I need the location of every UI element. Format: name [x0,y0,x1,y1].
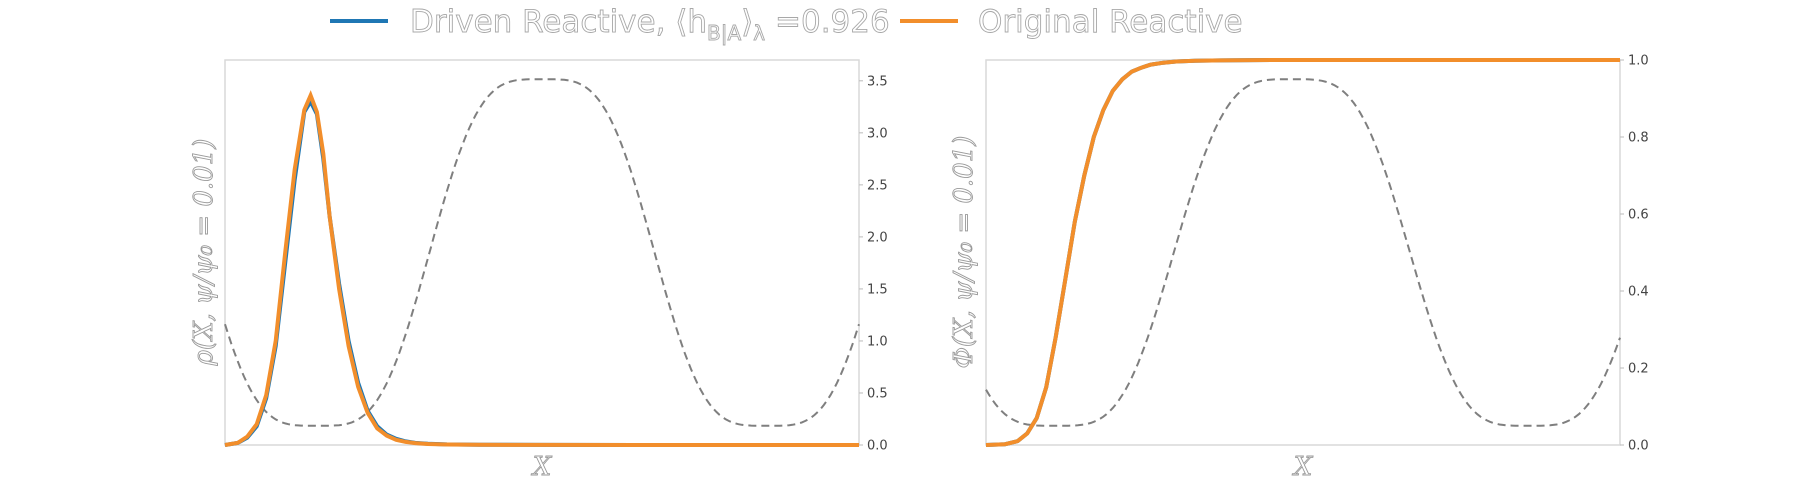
cdf-y-tick-label: 1.0 [1628,54,1649,69]
density-y-tick-label: 2.0 [867,230,888,245]
cdf-y-tick-label: 0.2 [1628,362,1649,377]
density-y-tick-label: 0.0 [867,439,888,454]
legend-label-original: Original Reactive [978,4,1243,40]
density-y-tick-label: 0.5 [867,386,888,401]
density-y-axis-label: ρ(X, ψ/ψ₀ = 0.01) [189,139,219,367]
density-y-tick-label: 1.0 [867,334,888,349]
density-potential-dashed-curve [224,78,860,427]
density-plot-frame [224,59,860,446]
density-x-axis-label: X [531,452,553,482]
cdf-x-axis-label: X [1292,452,1314,482]
cdf-y-tick-label: 0.6 [1628,208,1649,223]
cdf-y-tick-label: 0.4 [1628,285,1649,300]
cdf-potential-dashed-curve [985,78,1621,427]
cdf-plot-frame [985,59,1621,446]
cdf-series-original-line [985,58,1620,447]
cdf-y-axis-label: Φ(X, ψ/ψ₀ = 0.01) [949,136,979,369]
cdf-y-tick-label: 0.8 [1628,131,1649,146]
cdf-y-ticks: 0.0 0.2 0.4 0.6 0.8 1.0 [1620,54,1649,454]
cdf-panel: 0.0 0.2 0.4 0.6 0.8 1.0 Φ(X, ψ/ψ₀ = 0.01) X [949,54,1649,483]
density-y-tick-label: 1.5 [867,282,888,297]
density-y-tick-label: 2.5 [867,178,888,193]
legend-label-driven: Driven Reactive, ⟨hB|A⟩λ =0.926 [410,4,890,45]
density-y-tick-label: 3.5 [867,74,888,89]
cdf-y-tick-label: 0.0 [1628,439,1649,454]
density-y-ticks: 0.0 0.5 1.0 1.5 2.0 2.5 3.0 3.5 [859,74,888,454]
density-panel: 0.0 0.5 1.0 1.5 2.0 2.5 3.0 3.5 ρ(X, ψ/ψ₀ = 0.0… [189,59,888,482]
legend: Driven Reactive, ⟨hB|A⟩λ =0.926 Original… [330,4,1243,45]
density-y-tick-label: 3.0 [867,126,888,141]
density-series-original-line [224,90,859,447]
density-series-driven-line [224,97,859,447]
cdf-series-driven-line [985,58,1620,447]
